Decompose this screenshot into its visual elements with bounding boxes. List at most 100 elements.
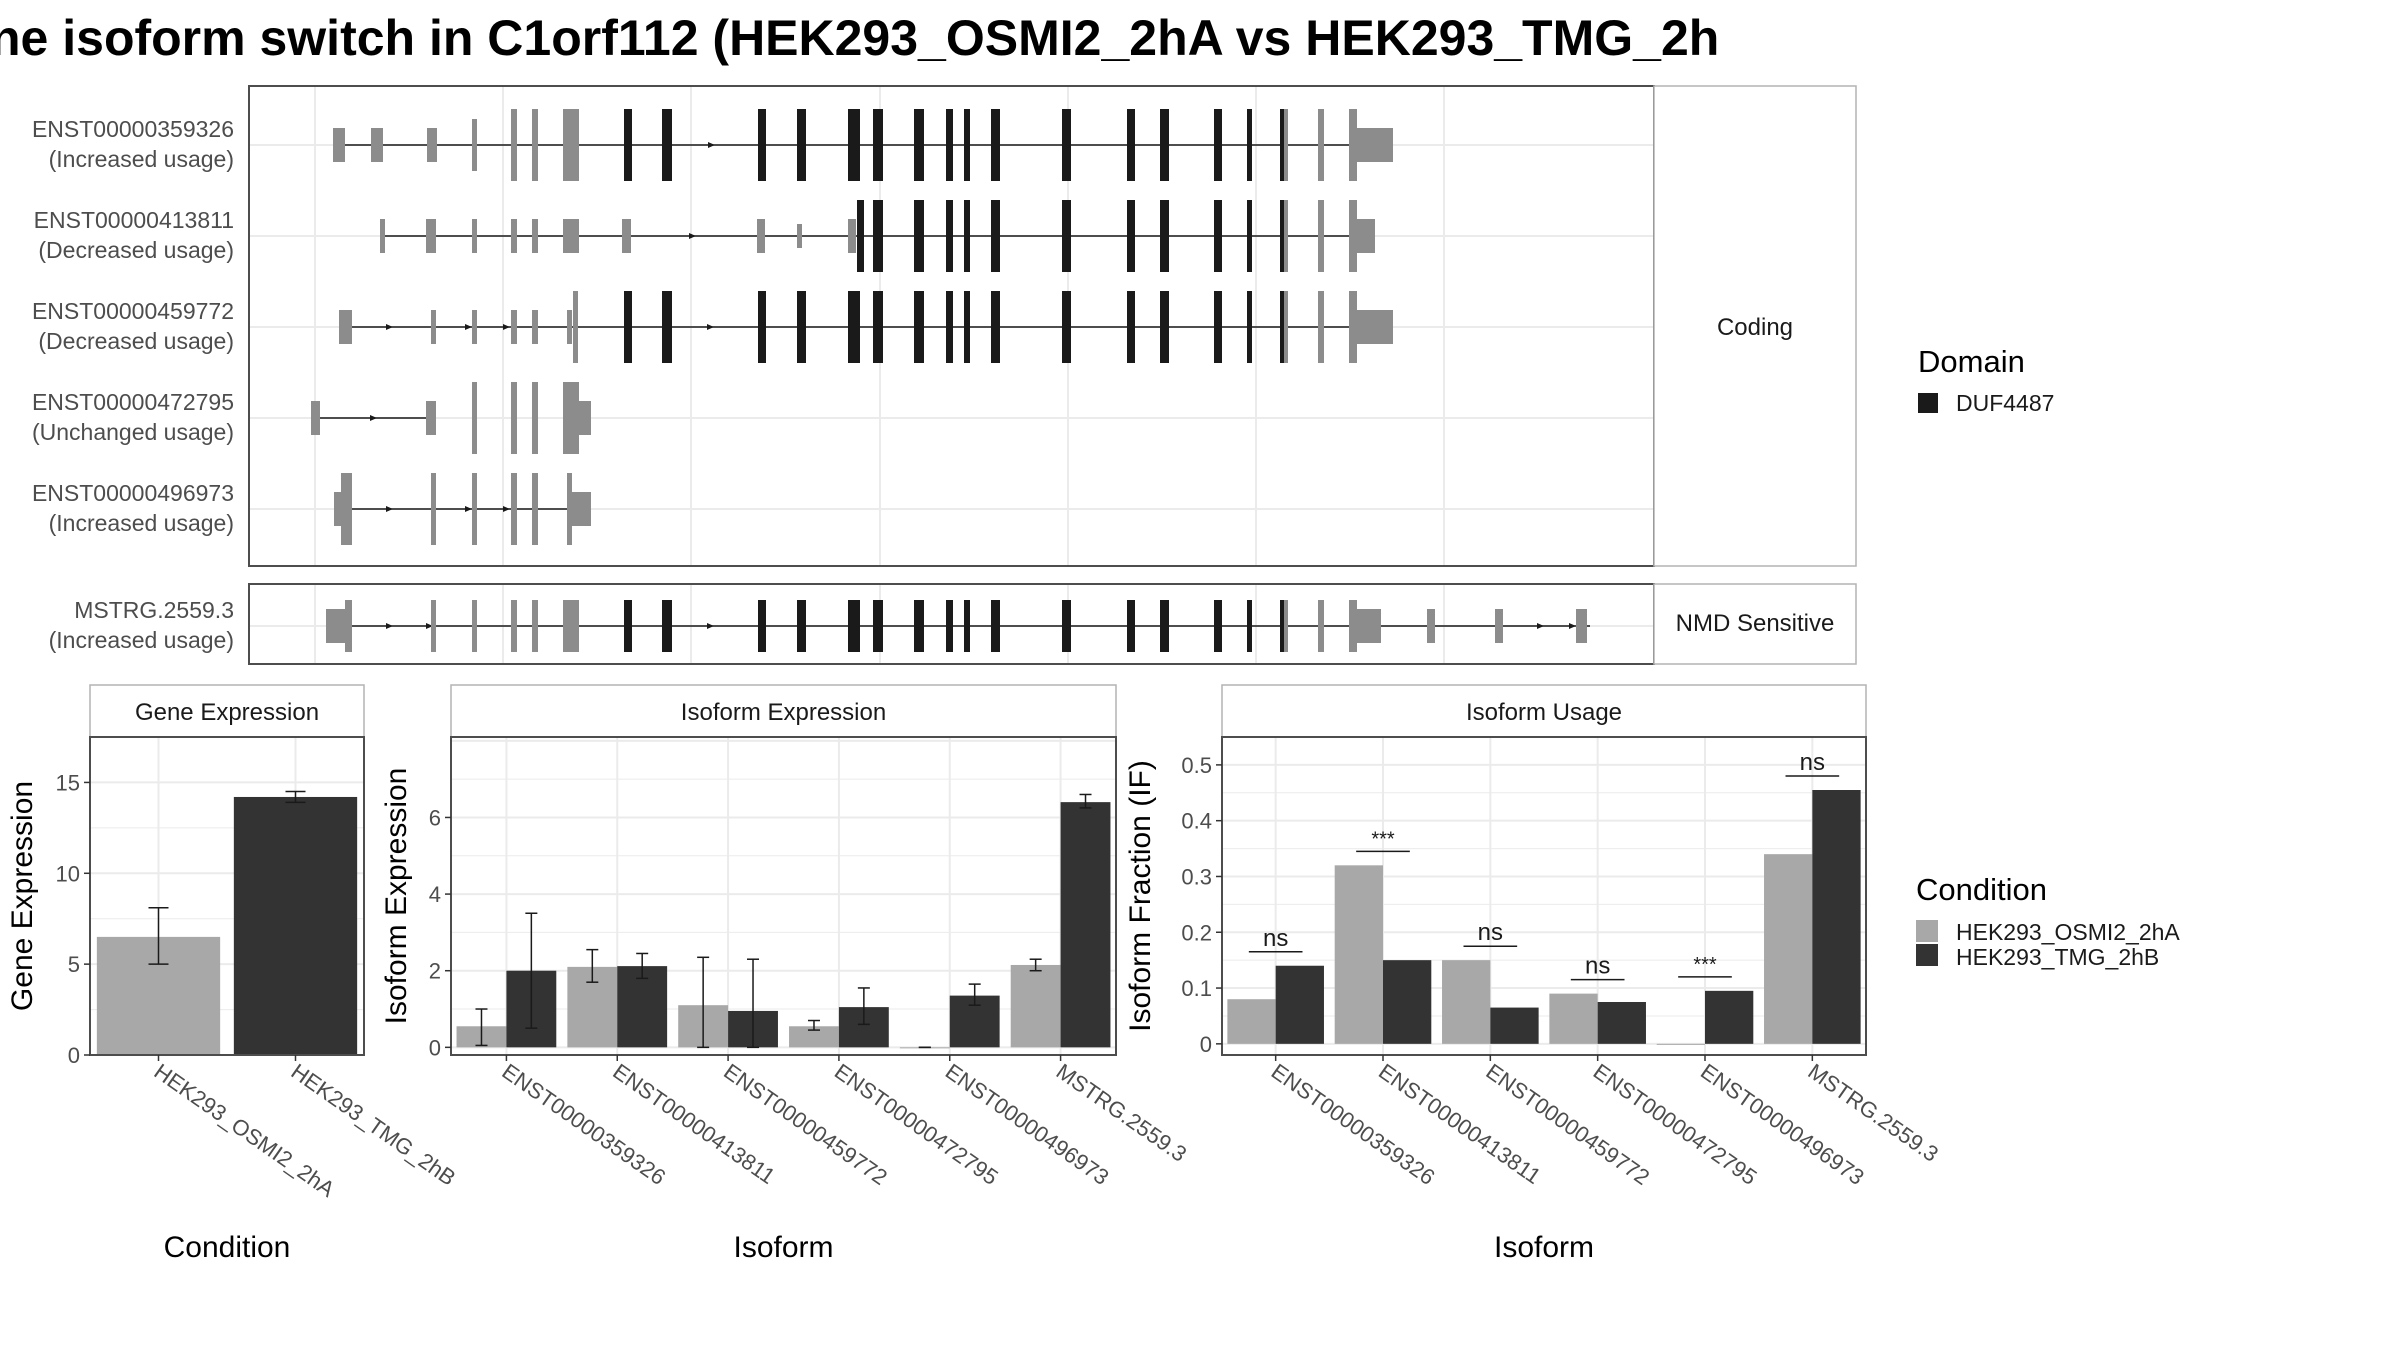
strand-arrow xyxy=(708,142,715,148)
transcript-rows xyxy=(311,109,1590,652)
bar xyxy=(1275,965,1324,1044)
exon xyxy=(563,600,579,652)
transcript-id-label: MSTRG.2559.3 xyxy=(74,597,234,623)
y-tick-label: 0.3 xyxy=(1181,864,1212,889)
exon xyxy=(333,128,345,162)
exon-duf4487 xyxy=(964,291,970,363)
exon xyxy=(563,382,579,454)
exon xyxy=(1349,200,1357,272)
exon xyxy=(472,219,477,253)
exon xyxy=(1284,200,1288,272)
exon-duf4487 xyxy=(964,600,970,652)
exon-duf4487 xyxy=(1280,200,1286,272)
exon-duf4487 xyxy=(1247,200,1252,272)
exon-duf4487 xyxy=(624,291,632,363)
exon xyxy=(511,382,517,454)
bar xyxy=(1442,960,1491,1044)
exon xyxy=(1495,609,1503,643)
bar xyxy=(1764,854,1813,1044)
bar xyxy=(1227,999,1276,1044)
exon xyxy=(341,473,352,545)
strand-arrow xyxy=(386,506,393,512)
exon-duf4487 xyxy=(1062,200,1071,272)
strand-arrow xyxy=(465,324,472,330)
transcript-id-label: ENST00000413811 xyxy=(34,207,234,233)
exon xyxy=(472,600,477,652)
nmd-facet-label: NMD Sensitive xyxy=(1676,610,1835,637)
exon xyxy=(1318,109,1324,181)
transcript-row xyxy=(326,600,1590,652)
condition-legend-title: Condition xyxy=(1916,872,2047,907)
exon xyxy=(622,219,631,253)
exon-duf4487 xyxy=(1214,291,1222,363)
panel-border xyxy=(89,736,365,1056)
y-tick-label: 6 xyxy=(429,805,441,830)
bar xyxy=(1383,960,1432,1044)
exon xyxy=(1357,219,1375,253)
y-tick-label: 5 xyxy=(68,952,80,977)
domain-legend: Domain DUF4487 xyxy=(1918,344,2054,416)
exon xyxy=(511,219,517,253)
y-tick-label: 0 xyxy=(68,1043,80,1068)
exon xyxy=(1349,600,1357,652)
exon-duf4487 xyxy=(914,291,924,363)
transcript-structure-plot: ENST00000359326 (Increased usage) ENST0000… xyxy=(32,85,1857,665)
bar xyxy=(1812,790,1861,1044)
y-tick-label: 2 xyxy=(429,959,441,984)
y-tick-label: 0.5 xyxy=(1181,753,1212,778)
transcript-id-label: ENST00000496973 xyxy=(32,480,234,506)
exon xyxy=(579,401,591,435)
bar xyxy=(1010,964,1061,1048)
y-tick-label: 0 xyxy=(429,1035,441,1060)
exon-duf4487 xyxy=(1280,291,1286,363)
exon-duf4487 xyxy=(946,200,953,272)
bar xyxy=(233,796,358,1055)
coding-facet-strip xyxy=(1653,85,1857,567)
bar xyxy=(1549,993,1598,1044)
exon xyxy=(1357,609,1381,643)
transcript-row xyxy=(380,200,1375,272)
y-tick-label: 15 xyxy=(56,770,80,795)
exon xyxy=(380,219,385,253)
exon-duf4487 xyxy=(1247,291,1252,363)
exon xyxy=(431,310,436,344)
significance-label: ns xyxy=(1800,749,1825,776)
strand-arrow xyxy=(707,324,714,330)
exon xyxy=(427,128,437,162)
transcript-usage-label: (Unchanged usage) xyxy=(32,419,234,445)
panel-border xyxy=(450,736,1117,1056)
exon xyxy=(426,401,436,435)
strand-arrow xyxy=(1537,623,1544,629)
bar xyxy=(1060,802,1111,1048)
exon-duf4487 xyxy=(946,291,953,363)
exon-duf4487 xyxy=(1280,600,1286,652)
exon xyxy=(472,473,477,545)
exon xyxy=(1284,600,1288,652)
exon-duf4487 xyxy=(1160,109,1169,181)
bar xyxy=(1705,990,1754,1044)
exon xyxy=(334,492,341,526)
panel-strip xyxy=(1221,684,1867,738)
x-axis-title: Isoform xyxy=(1494,1231,1594,1264)
significance-label: ns xyxy=(1263,925,1288,952)
transcript-labels: ENST00000359326 (Increased usage) ENST0000… xyxy=(32,116,234,653)
y-tick-label: 0.2 xyxy=(1181,920,1212,945)
exon xyxy=(1349,291,1357,363)
exon xyxy=(1318,600,1324,652)
bar xyxy=(1334,865,1383,1044)
exon-duf4487 xyxy=(1062,600,1071,652)
exon-duf4487 xyxy=(914,200,924,272)
y-tick-label: 0.1 xyxy=(1181,976,1212,1001)
strand-arrow xyxy=(370,415,377,421)
condition-legend: Condition HEK293_OSMI2_2hA HEK293_TMG_2h… xyxy=(1916,872,2180,970)
exon xyxy=(345,600,352,652)
exon-duf4487 xyxy=(1214,200,1222,272)
isoform-usage-chart: Isoform Usage ns *** ns ns *** ns 0 0.1 0.2 0.3 0.4… xyxy=(1124,684,1943,1264)
exon-duf4487 xyxy=(1062,291,1071,363)
exon-duf4487 xyxy=(1247,109,1252,181)
exon-duf4487 xyxy=(1062,109,1071,181)
exon xyxy=(1318,200,1324,272)
strand-arrow xyxy=(386,324,393,330)
strand-arrow xyxy=(1569,623,1576,629)
